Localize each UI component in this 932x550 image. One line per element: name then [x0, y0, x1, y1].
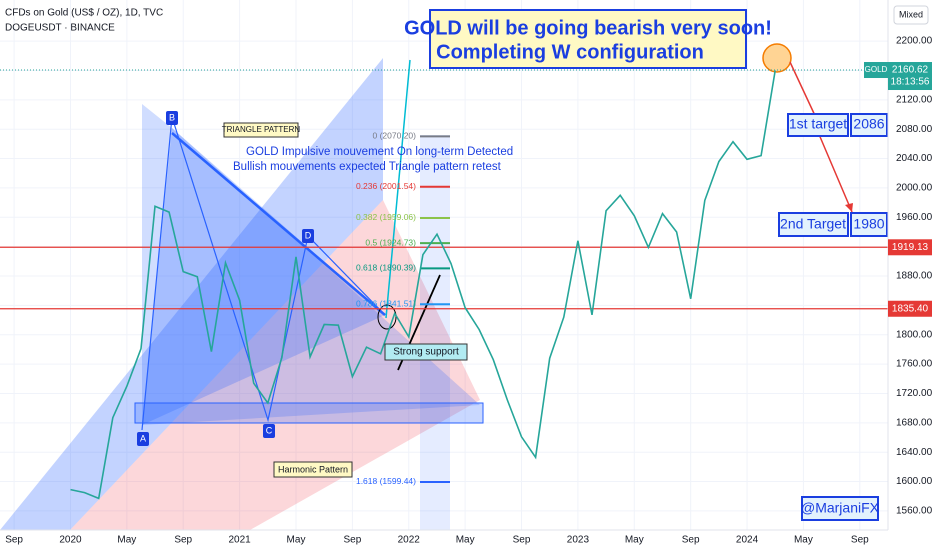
axes: 1560.00 1600.00 1640.00 1680.00 1720.00 1760.…	[5, 36, 932, 546]
y-tick-label: 1960.00	[896, 212, 932, 223]
fib-label: 0.5 (1924.73)	[365, 237, 416, 247]
top-circle	[762, 43, 792, 73]
x-tick-label: Sep	[174, 535, 192, 546]
level-tag	[888, 239, 932, 256]
y-tick-label: 1720.00	[896, 388, 932, 399]
fib-zone	[420, 135, 450, 530]
y-axis-panel	[888, 0, 932, 550]
target1-value: 2086	[853, 116, 884, 132]
last-price-label: 2160.62	[892, 65, 929, 76]
harmonic-box	[273, 461, 353, 478]
last-price-tag	[888, 62, 932, 91]
x-tick-label: Sep	[682, 535, 700, 546]
point-a: A	[137, 432, 149, 446]
y-tick-label: 1880.00	[896, 271, 932, 282]
x-tick-label: Sep	[513, 535, 531, 546]
fib-label: 1.618 (1599.44)	[356, 476, 416, 486]
triangle	[142, 128, 385, 425]
y-tick-label: 2040.00	[896, 153, 932, 164]
y-tick-label: 1680.00	[896, 417, 932, 428]
symbol-header: CFDs on Gold (US$ / OZ), 1D, TVC	[5, 8, 163, 19]
scale-mode[interactable]: Mixed	[899, 9, 923, 19]
target1-box	[787, 113, 849, 137]
fib-label: 0.236 (2001.54)	[356, 181, 416, 191]
arrow-head	[845, 203, 853, 212]
trend-line	[171, 132, 386, 316]
projection	[385, 59, 411, 319]
y-tick-label: 1760.00	[896, 359, 932, 370]
level-label: 1919.13	[892, 242, 929, 253]
title: GOLD will be going bearish very soon!	[404, 17, 772, 39]
y-tick-label: 2000.00	[896, 183, 932, 194]
point-d-label: D	[305, 230, 312, 240]
x-tick-label: Sep	[5, 535, 23, 546]
series-name-tag	[864, 62, 888, 79]
harmonic-label: Harmonic Pattern	[278, 464, 348, 474]
fib-label: 0.618 (1890.39)	[356, 263, 416, 273]
triangle-label: TRIANGLE PATTERN	[222, 125, 301, 134]
author-box	[801, 496, 879, 521]
target2-value: 1980	[853, 216, 884, 232]
fib-label: 0 (2070.20)	[373, 131, 417, 141]
y-tick-label: 2120.00	[896, 94, 932, 105]
channel-lower	[70, 200, 480, 530]
target2-value-box	[850, 212, 888, 237]
y-tick-label: 2200.00	[896, 36, 932, 47]
y-tick-label: 1640.00	[896, 447, 932, 458]
support-zone	[134, 402, 484, 424]
subtitle: Completing W configuration	[436, 41, 704, 63]
point-b: B	[166, 111, 178, 125]
x-tick-label: Sep	[343, 535, 361, 546]
target1-value-box	[850, 113, 888, 137]
y-tick-label: 2080.00	[896, 124, 932, 135]
countdown: 18:13:56	[891, 77, 930, 88]
price-line	[70, 70, 776, 500]
level-label: 1835.40	[892, 303, 929, 314]
fib-label: 0.382 (1959.06)	[356, 212, 416, 222]
x-tick-label: May	[287, 535, 306, 546]
impulse-text: GOLD Impulsive mouvement On long-term De…	[246, 146, 513, 158]
arrow-2	[817, 131, 853, 213]
x-tick-label: 2021	[228, 535, 251, 546]
y-tick-label: 1560.00	[896, 506, 932, 517]
x-tick-label: May	[117, 535, 136, 546]
x-tick-label: 2020	[59, 535, 82, 546]
point-b-label: B	[169, 112, 175, 122]
point-d: D	[302, 229, 314, 243]
compare-header: DOGEUSDT · BINANCE	[5, 23, 115, 34]
harmonic-lines	[141, 116, 386, 431]
x-tick-label: May	[456, 535, 475, 546]
support-label: Strong support	[393, 347, 459, 358]
channel-upper	[0, 58, 383, 530]
level-tag	[888, 300, 932, 317]
x-tick-label: Sep	[851, 535, 869, 546]
y-tick-label: 1600.00	[896, 476, 932, 487]
fib-label: 0.786 (1841.51)	[356, 299, 416, 309]
y-tick-label: 1800.00	[896, 329, 932, 340]
series-name: GOLD	[865, 65, 888, 74]
x-tick-label: May	[794, 535, 813, 546]
target2-label: 2nd Target	[780, 216, 846, 232]
support-box	[384, 343, 468, 361]
scale-button[interactable]	[893, 5, 929, 25]
arrow-1	[789, 61, 819, 123]
target1-label: 1st target	[789, 116, 847, 132]
bullish-text: Bullish mouvements expected Triangle pat…	[233, 161, 502, 173]
point-c: C	[263, 424, 275, 438]
point-c-label: C	[266, 425, 273, 435]
x-tick-label: 2023	[567, 535, 590, 546]
x-tick-label: 2022	[398, 535, 421, 546]
x-tick-label: May	[625, 535, 644, 546]
plot: 0 (2070.20) 0.236 (2001.54) 0.382 (1959.06…	[0, 69, 888, 500]
author: @MarjaniFX	[801, 500, 880, 516]
target2-box	[778, 212, 849, 237]
triangle-box	[223, 122, 299, 138]
point-a-label: A	[140, 433, 146, 443]
x-tick-label: 2024	[736, 535, 759, 546]
title-box	[429, 9, 747, 69]
